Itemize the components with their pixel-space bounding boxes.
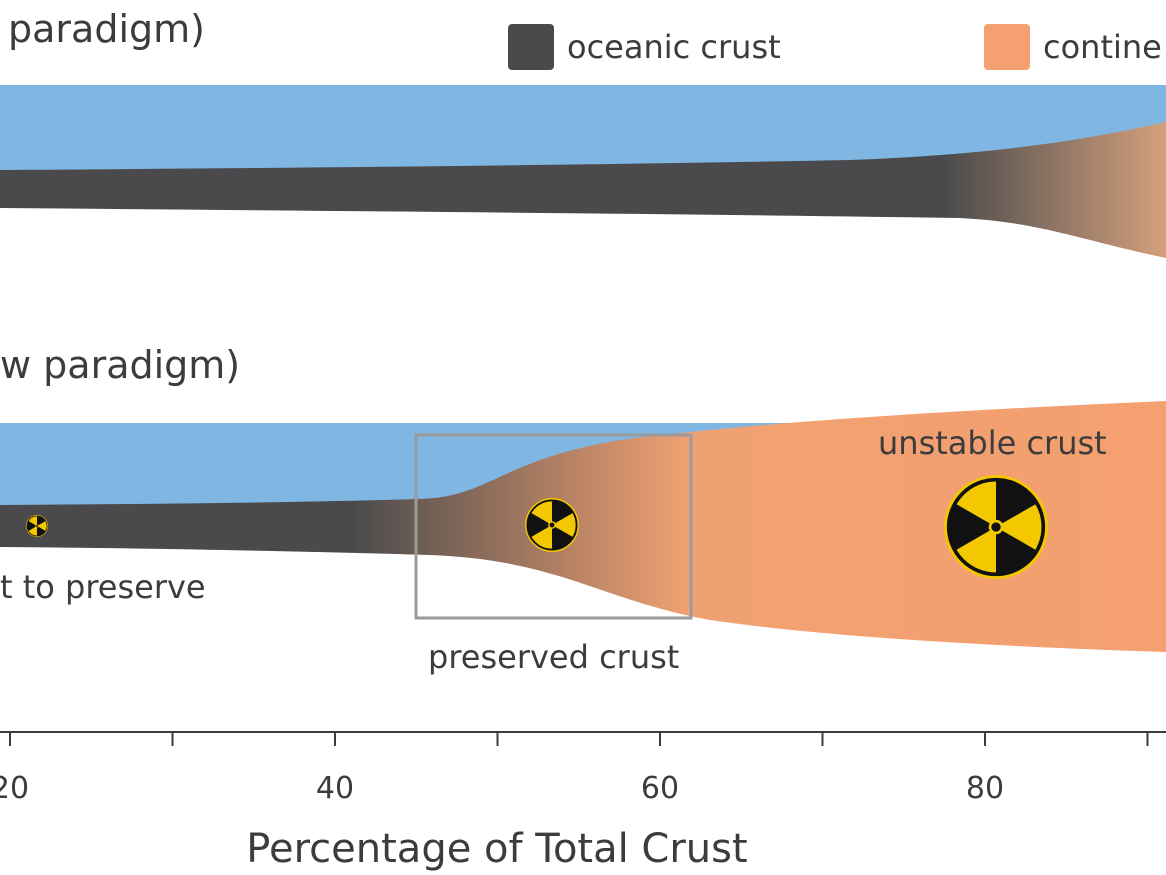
x-tick-label: 40 [316,771,354,806]
radiation-icon-small [26,515,48,537]
difficult-to-preserve-label: t to preserve [0,568,206,606]
top-panel [0,85,1166,258]
legend-swatch-continental [984,24,1030,70]
legend-label-continental: contine [1043,28,1162,66]
x-axis: 20 40 60 80 Percentage of Total Crust [0,731,1166,872]
x-tick-label: 60 [641,771,679,806]
x-tick-label: 20 [0,771,29,806]
legend-swatch-oceanic [508,24,554,70]
radiation-icon-medium [525,498,579,552]
preserved-crust-label: preserved crust [428,638,679,676]
x-axis-ticks: 20 40 60 80 [0,732,1149,806]
bottom-panel: preserved crust unstable crust t to pres… [0,401,1166,676]
top-panel-title: paradigm) [8,7,205,51]
preserved-crust-box [414,433,693,620]
radiation-icon-large [944,475,1048,579]
top-crust-band [0,122,1166,258]
bottom-crust-band [0,401,1166,652]
legend-label-oceanic: oceanic crust [567,28,781,66]
x-tick-label: 80 [966,771,1004,806]
unstable-crust-label: unstable crust [878,424,1107,462]
legend: oceanic crust contine [508,24,1162,70]
x-axis-label: Percentage of Total Crust [246,826,747,872]
bottom-panel-title: w paradigm) [0,343,240,387]
